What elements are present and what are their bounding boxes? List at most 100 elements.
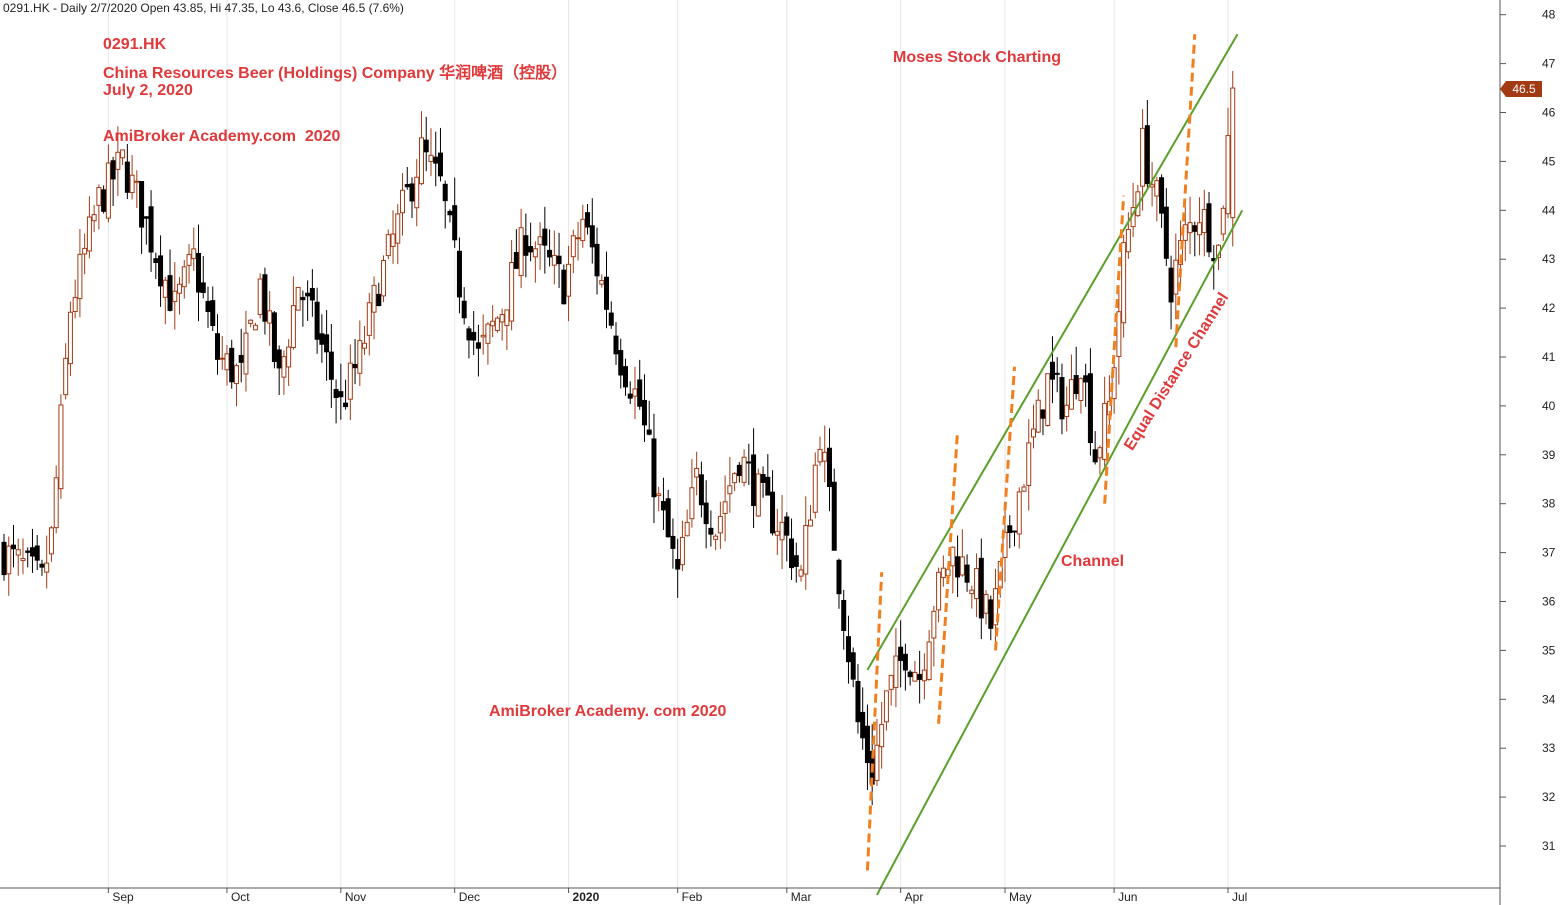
candle-body [371, 284, 377, 313]
candle-body [898, 646, 904, 662]
candle-body [101, 189, 107, 212]
candle-body [1026, 442, 1032, 486]
candle-body [1173, 259, 1179, 295]
candle-body [907, 671, 913, 678]
candle-body [96, 187, 102, 206]
candle-body [357, 340, 363, 374]
candle-body [314, 301, 320, 340]
candle-body [575, 237, 581, 240]
x-tick-label: Nov [345, 890, 366, 904]
candle-body [423, 139, 429, 153]
candle-body [1163, 206, 1169, 259]
candle-body [72, 297, 78, 312]
candle-body [77, 253, 83, 300]
x-tick-label: Feb [682, 890, 703, 904]
candle-body [381, 259, 387, 297]
candle-body [888, 675, 894, 690]
candle-body [793, 555, 799, 567]
candle-body [229, 347, 235, 383]
candle-body [1159, 177, 1165, 214]
y-tick-label: 43 [1542, 252, 1556, 266]
candles-layer [1, 70, 1236, 806]
candle-body [1021, 486, 1027, 492]
candle-body [309, 288, 315, 301]
candle-body [774, 530, 780, 536]
candle-body [319, 333, 325, 345]
y-tick-label: 42 [1542, 301, 1556, 315]
candle-body [978, 557, 984, 619]
y-tick-label: 41 [1542, 350, 1556, 364]
candle-body [120, 149, 126, 159]
candle-body [632, 388, 638, 397]
candle-body [25, 550, 31, 553]
candle-body [850, 652, 856, 680]
author-label: Moses Stock Charting [893, 49, 1062, 66]
candle-body [181, 266, 187, 288]
candle-body [1154, 180, 1160, 197]
candle-body [442, 183, 448, 202]
candle-body [385, 234, 391, 257]
candle-body [191, 248, 197, 259]
channel-upper-line [866, 33, 1239, 671]
candle-body [637, 379, 643, 407]
chart-header: 0291.HK - Daily 2/7/2020 Open 43.85, Hi … [3, 1, 404, 15]
channel-label: Channel [1061, 553, 1125, 570]
candle-body [689, 487, 695, 520]
candle-body [556, 255, 562, 265]
candle-body [214, 333, 220, 360]
candle-body [34, 545, 40, 561]
candle-body [983, 593, 989, 614]
candle-body [1040, 409, 1046, 419]
x-tick-label: May [1009, 890, 1032, 904]
candle-body [1230, 87, 1236, 219]
y-tick-label: 35 [1542, 643, 1556, 657]
candle-body [988, 599, 994, 629]
candle-body [594, 243, 600, 277]
candle-body [765, 476, 771, 496]
candle-body [475, 342, 481, 349]
candle-body [509, 262, 515, 322]
candle-body [1030, 428, 1036, 438]
candle-body [874, 744, 880, 782]
x-tick-label: Apr [905, 890, 924, 904]
candle-body [893, 655, 899, 689]
candle-body [15, 549, 21, 556]
candle-body [338, 391, 344, 398]
y-tick-label: 46 [1542, 106, 1556, 120]
candle-body [798, 569, 804, 577]
candle-body [86, 216, 92, 252]
candle-body [362, 342, 368, 349]
candle-body [1225, 135, 1231, 215]
candle-body [433, 156, 439, 164]
candle-body [1012, 530, 1018, 533]
candle-body [494, 317, 500, 331]
y-tick-label: 31 [1542, 839, 1556, 853]
candle-body [708, 527, 714, 535]
candle-body [608, 312, 614, 326]
candle-body [139, 181, 145, 228]
candle-body [276, 349, 282, 369]
candle-body [665, 498, 671, 538]
y-tick-label: 47 [1542, 57, 1556, 71]
company-label: China Resources Beer (Holdings) Company … [103, 65, 568, 82]
ticker-label: 0291.HK [103, 36, 167, 53]
candle-body [158, 255, 164, 287]
candle-body [428, 154, 434, 162]
candle-body [955, 556, 961, 578]
wave-markers [865, 34, 1197, 871]
candle-body [561, 269, 567, 305]
candle-body [1220, 207, 1226, 235]
candle-body [836, 559, 842, 595]
candle-body [129, 174, 135, 194]
candle-body [400, 189, 406, 214]
candle-body [1201, 208, 1207, 234]
candle-body [418, 137, 424, 185]
candle-body [779, 521, 785, 541]
candle-body [566, 263, 572, 297]
candle-body [1140, 127, 1146, 187]
candle-body [437, 152, 443, 177]
candle-body [746, 461, 752, 464]
y-axis: 31 32 33 34 35 36 37 38 39 40 41 42 43 44 45 46 47 48 [1499, 0, 1556, 905]
candle-body [751, 454, 757, 507]
candle-body [618, 350, 624, 376]
